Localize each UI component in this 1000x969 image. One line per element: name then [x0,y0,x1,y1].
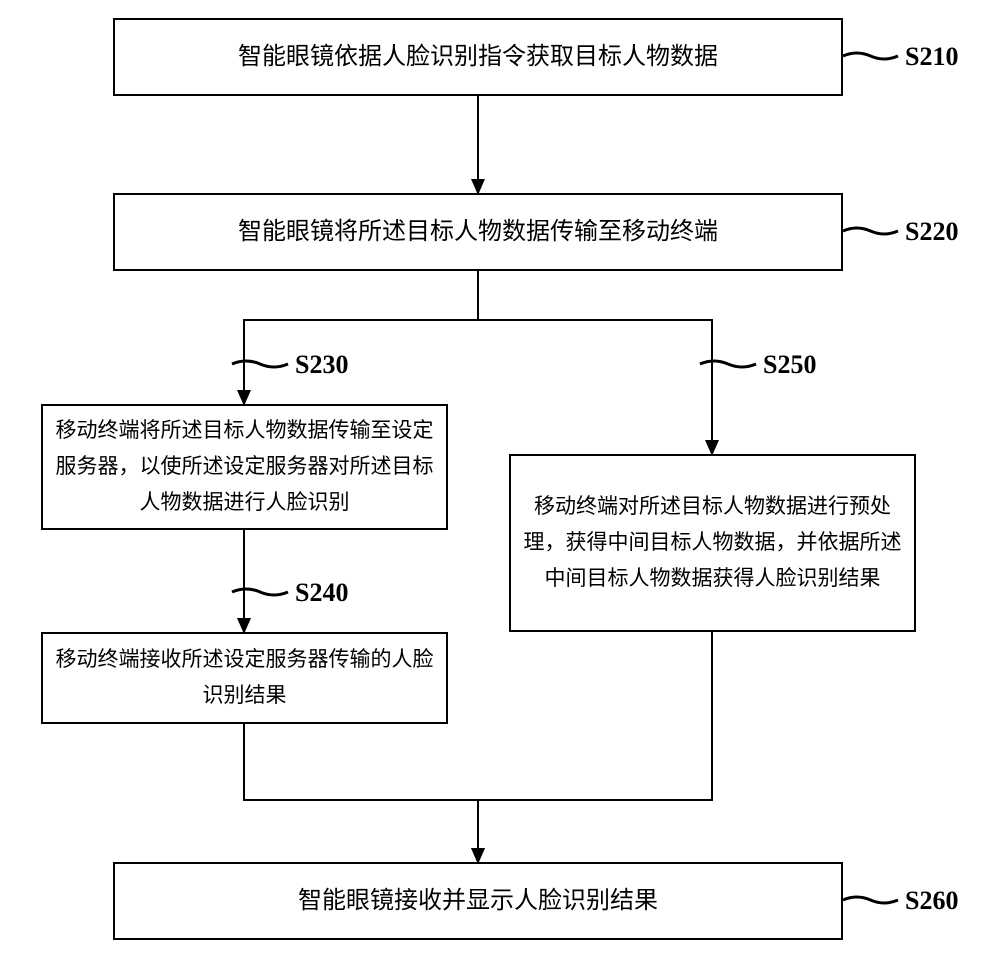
step-label-s240: S240 [295,578,348,608]
step-label-s250: S250 [763,350,816,380]
step-box-s210: 智能眼镜依据人脸识别指令获取目标人物数据 [113,18,843,96]
step-label-s210: S210 [905,42,958,72]
step-box-s260: 智能眼镜接收并显示人脸识别结果 [113,862,843,940]
step-text: 智能眼镜将所述目标人物数据传输至移动终端 [238,212,718,253]
step-box-s220: 智能眼镜将所述目标人物数据传输至移动终端 [113,193,843,271]
step-text: 智能眼镜接收并显示人脸识别结果 [298,881,658,922]
step-box-s250: 移动终端对所述目标人物数据进行预处理，获得中间目标人物数据，并依据所述中间目标人… [509,454,916,632]
step-text: 智能眼镜依据人脸识别指令获取目标人物数据 [238,37,718,78]
step-label-s220: S220 [905,217,958,247]
flowchart-canvas: 智能眼镜依据人脸识别指令获取目标人物数据 智能眼镜将所述目标人物数据传输至移动终… [0,0,1000,969]
step-box-s230: 移动终端将所述目标人物数据传输至设定服务器，以使所述设定服务器对所述目标人物数据… [41,404,448,530]
step-text: 移动终端将所述目标人物数据传输至设定服务器，以使所述设定服务器对所述目标人物数据… [55,413,434,520]
step-label-s230: S230 [295,350,348,380]
step-text: 移动终端对所述目标人物数据进行预处理，获得中间目标人物数据，并依据所述中间目标人… [523,489,902,596]
step-text: 移动终端接收所述设定服务器传输的人脸识别结果 [55,642,434,713]
step-box-s240: 移动终端接收所述设定服务器传输的人脸识别结果 [41,632,448,724]
step-label-s260: S260 [905,886,958,916]
